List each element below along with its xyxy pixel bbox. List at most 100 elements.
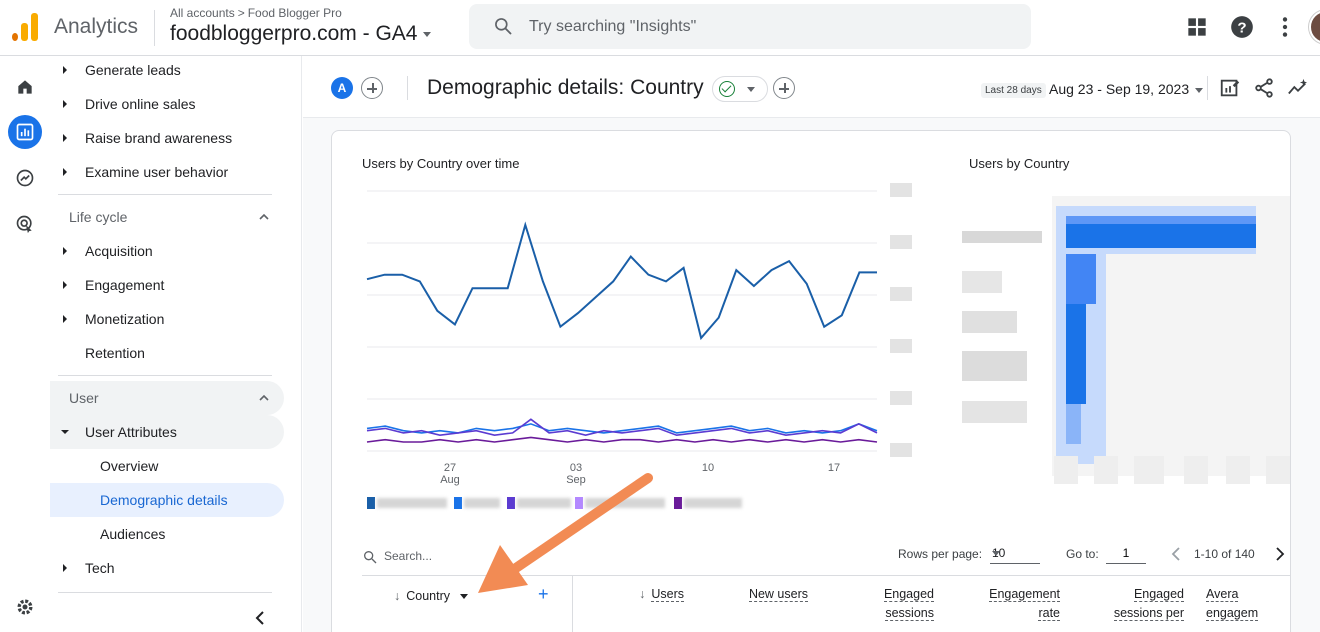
dropdown-caret-icon — [992, 551, 1000, 556]
previous-page-icon[interactable] — [1168, 545, 1186, 563]
date-range-picker[interactable]: Aug 23 - Sep 19, 2023 — [1049, 81, 1204, 97]
rows-per-page-select[interactable]: 10 — [990, 542, 1040, 564]
column-divider — [572, 575, 573, 632]
column-header-engaged-sessions-per-user[interactable]: Engaged sessions per — [1113, 585, 1184, 623]
nav-item-retention[interactable]: Retention — [50, 336, 284, 370]
nav-section-label: User — [69, 390, 99, 406]
nav-item-tech[interactable]: Tech — [50, 551, 284, 585]
left-rail — [0, 56, 50, 632]
property-name: foodbloggerpro.com - GA4 — [170, 22, 418, 45]
collapse-sidebar-icon[interactable] — [250, 608, 270, 628]
column-header-label: rate — [1038, 606, 1060, 621]
column-header-label: Engaged — [883, 587, 934, 602]
next-page-icon[interactable] — [1270, 545, 1288, 563]
nav-item-generate-leads[interactable]: Generate leads — [50, 53, 284, 87]
nav-item-label: Raise brand awareness — [85, 130, 233, 146]
report-header: A Demographic details: Country Last 28 d… — [303, 56, 1320, 118]
column-header-average-engagement[interactable]: Avera engagem — [1206, 585, 1259, 623]
nav-item-acquisition[interactable]: Acquisition — [50, 234, 284, 268]
x-tick-label: 10 — [702, 462, 714, 474]
users-over-time-line-chart[interactable]: 27 Aug 03 Sep 10 17 — [362, 181, 922, 491]
nav-divider — [58, 592, 272, 593]
apps-grid-icon[interactable] — [1184, 14, 1210, 40]
column-header-label: sessions per — [1113, 606, 1184, 621]
advertising-icon[interactable] — [8, 207, 42, 241]
column-header-engaged-sessions[interactable]: Engaged sessions — [883, 585, 934, 623]
goto-page-input[interactable] — [1106, 542, 1146, 564]
x-tick-label: 03 — [570, 462, 582, 474]
add-filter-icon[interactable] — [773, 77, 795, 99]
column-header-label: sessions — [885, 606, 934, 621]
column-header-engagement-rate[interactable]: Engagement rate — [989, 585, 1060, 623]
nav-item-drive-online-sales[interactable]: Drive online sales — [50, 87, 284, 121]
nav-section-life-cycle[interactable]: Life cycle — [50, 200, 284, 234]
search-icon — [495, 18, 512, 35]
share-icon[interactable] — [1253, 77, 1275, 99]
help-icon[interactable]: ? — [1229, 14, 1255, 40]
column-header-new-users[interactable]: New users — [748, 585, 808, 604]
report-content: A Demographic details: Country Last 28 d… — [303, 56, 1320, 632]
nav-item-user-attributes[interactable]: User Attributes — [50, 415, 284, 449]
dropdown-caret-icon — [460, 594, 469, 600]
reports-icon[interactable] — [8, 115, 42, 149]
nav-item-label: Examine user behavior — [85, 164, 229, 180]
comparison-badge[interactable]: A — [331, 77, 353, 99]
dimension-header-country[interactable]: ↓ Country — [394, 587, 469, 606]
chevron-up-icon — [259, 213, 269, 220]
nav-item-label: Demographic details — [100, 492, 228, 508]
nav-item-examine-user-behavior[interactable]: Examine user behavior — [50, 155, 284, 189]
insights-icon[interactable] — [1287, 77, 1309, 99]
column-header-users[interactable]: ↓ Users — [639, 585, 684, 604]
column-header-label: Engaged — [1133, 587, 1184, 602]
column-header-label: Engagement — [989, 587, 1060, 602]
expand-arrow-icon — [63, 281, 67, 289]
users-by-country-bar-chart[interactable] — [952, 186, 1291, 486]
nav-item-audiences[interactable]: Audiences — [50, 517, 284, 551]
collapse-arrow-icon — [61, 430, 69, 434]
nav-item-monetization[interactable]: Monetization — [50, 302, 284, 336]
nav-section-user[interactable]: User — [50, 381, 284, 415]
search-input[interactable] — [529, 15, 1009, 39]
nav-item-label: Engagement — [85, 277, 165, 293]
nav-item-overview[interactable]: Overview — [50, 449, 284, 483]
nav-item-label: Acquisition — [85, 243, 153, 259]
table-header-divider — [362, 575, 1290, 576]
nav-item-label: User Attributes — [85, 424, 177, 440]
nav-item-label: Overview — [100, 458, 159, 474]
top-bar: Analytics All accounts > Food Blogger Pro … — [0, 0, 1320, 56]
nav-divider — [58, 375, 272, 376]
analytics-logo-icon[interactable] — [12, 13, 38, 41]
table-search-input[interactable] — [384, 545, 684, 567]
property-selector[interactable]: foodbloggerpro.com - GA4 — [170, 22, 432, 46]
page-title: Demographic details: Country — [427, 76, 704, 99]
settings-icon[interactable] — [8, 590, 42, 624]
explore-icon[interactable] — [8, 161, 42, 195]
y-tick-label-redacted — [890, 235, 912, 249]
add-dimension-button[interactable]: + — [538, 584, 549, 604]
dropdown-caret-icon — [423, 31, 432, 37]
date-range-label: Aug 23 - Sep 19, 2023 — [1049, 81, 1190, 97]
report-status-dropdown[interactable] — [712, 76, 768, 102]
y-tick-label-redacted — [890, 287, 912, 301]
series-line-2 — [366, 418, 878, 437]
line-chart-title: Users by Country over time — [362, 156, 520, 171]
column-header-label: Avera — [1206, 587, 1239, 602]
avatar[interactable] — [1309, 10, 1320, 44]
nav-item-label: Drive online sales — [85, 96, 196, 112]
report-navigation: Generate leads Drive online sales Raise … — [50, 56, 302, 632]
home-icon[interactable] — [8, 70, 42, 104]
dropdown-caret-icon — [1195, 87, 1204, 93]
nav-item-demographic-details[interactable]: Demographic details — [50, 483, 284, 517]
chevron-right-icon: > — [237, 6, 245, 20]
account-breadcrumb[interactable]: All accounts > Food Blogger Pro — [170, 6, 342, 20]
add-comparison-icon[interactable] — [361, 77, 383, 99]
x-tick-label: Sep — [566, 474, 586, 486]
series-line-3 — [366, 436, 878, 443]
search-bar[interactable] — [469, 4, 1031, 49]
nav-item-raise-brand-awareness[interactable]: Raise brand awareness — [50, 121, 284, 155]
nav-item-engagement[interactable]: Engagement — [50, 268, 284, 302]
more-vert-icon[interactable] — [1272, 14, 1298, 40]
customize-report-icon[interactable] — [1219, 77, 1241, 99]
divider — [154, 10, 155, 46]
y-tick-label-redacted — [890, 443, 912, 457]
